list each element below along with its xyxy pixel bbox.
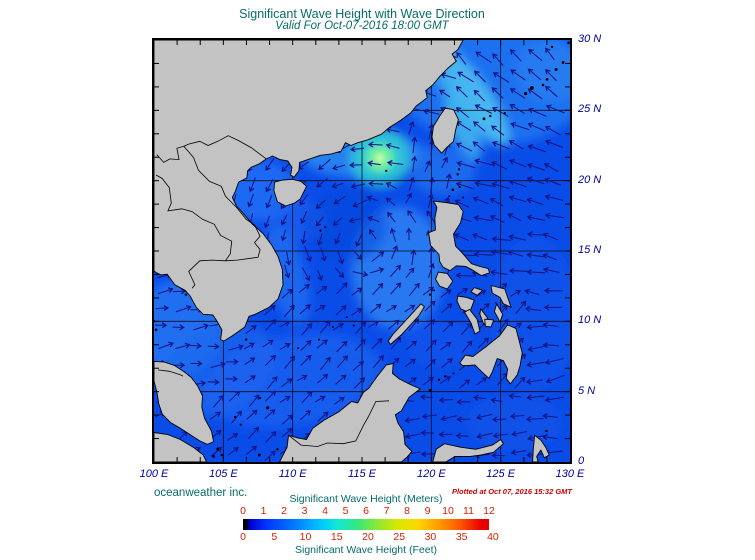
legend-colorbar (243, 519, 489, 530)
legend-meters-tick: 9 (424, 505, 431, 517)
legend-meters-tick: 2 (281, 505, 287, 517)
legend-feet-tick: 35 (455, 531, 468, 543)
legend-meters-tick: 0 (240, 505, 246, 517)
lat-label: 15 N (578, 244, 602, 256)
map-frame (152, 38, 572, 464)
lat-label: 25 N (578, 103, 602, 116)
valid-time-subtitle: Valid For Oct-07-2016 18:00 GMT (275, 20, 449, 32)
legend-meters-tick: 4 (322, 505, 328, 517)
legend-meters-tick: 11 (463, 505, 474, 517)
legend-meters-tick: 7 (383, 505, 390, 517)
legend-meters-tick: 8 (404, 505, 410, 517)
legend-feet-tick: 5 (271, 531, 278, 543)
lon-label: 130 E (555, 468, 585, 480)
legend-meters-tick: 1 (260, 505, 267, 517)
legend-feet-tick: 40 (487, 531, 499, 543)
legend-feet-tick: 0 (240, 531, 246, 543)
lon-label: 120 E (416, 468, 446, 480)
lat-label: 30 N (578, 33, 602, 45)
lon-label: 110 E (278, 468, 307, 480)
legend-feet-tick: 25 (393, 531, 406, 543)
map-svg (154, 40, 570, 462)
legend-meters-tick: 12 (483, 505, 495, 517)
legend-meters-tick: 5 (342, 505, 349, 517)
lon-label: 105 E (208, 468, 238, 480)
legend-feet-tick: 15 (330, 531, 343, 543)
legend-meters-tick: 3 (301, 505, 308, 517)
lon-label: 115 E (348, 468, 376, 480)
lon-label: 125 E (486, 468, 516, 480)
legend-meters-tick: 10 (442, 505, 454, 517)
legend-feet-tick: 10 (299, 531, 312, 543)
credit-plotted-at: Plotted at Oct 07, 2016 15:32 GMT (451, 487, 572, 496)
lon-label: 100 E (139, 468, 169, 480)
lat-label: 0 (578, 455, 585, 467)
legend-meters-title: Significant Wave Height (Meters) (289, 493, 443, 505)
lat-label: 20 N (578, 173, 602, 186)
legend-feet-tick: 30 (424, 531, 437, 543)
lat-label: 10 N (578, 314, 602, 327)
legend-meters-tick: 6 (363, 505, 369, 517)
legend-feet-tick: 20 (362, 531, 374, 543)
page-title: Significant Wave Height with Wave Direct… (239, 7, 485, 21)
lat-label: 5 N (578, 384, 596, 397)
legend-feet-title: Significant Wave Height (Feet) (294, 544, 437, 556)
credit-oceanweather: oceanweather inc. (154, 487, 248, 499)
